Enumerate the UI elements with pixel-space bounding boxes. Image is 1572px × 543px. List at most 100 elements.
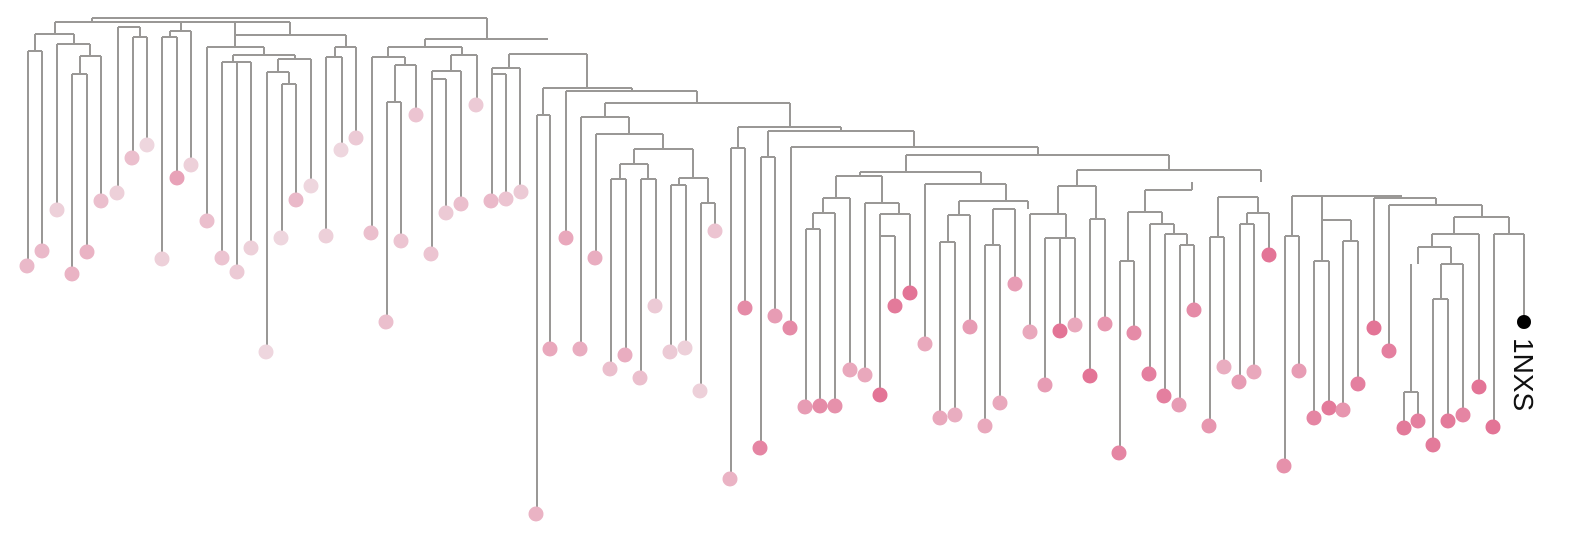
leaf-node-30[interactable] [468, 97, 484, 113]
leaf-node-66[interactable] [1007, 276, 1023, 292]
leaf-node-98[interactable] [1485, 419, 1501, 435]
leaf-node-91[interactable] [1381, 343, 1397, 359]
leaf-node-56[interactable] [857, 367, 873, 383]
leaf-node-86[interactable] [1306, 410, 1322, 426]
leaf-node-97[interactable] [1410, 413, 1426, 429]
leaf-node-2[interactable] [49, 202, 65, 218]
leaf-node-79[interactable] [1201, 418, 1217, 434]
leaf-node-3[interactable] [64, 266, 80, 282]
leaf-node-78[interactable] [1186, 302, 1202, 318]
leaf-node-93[interactable] [1455, 407, 1471, 423]
leaf-node-6[interactable] [109, 185, 125, 201]
leaf-node-85[interactable] [1291, 363, 1307, 379]
leaf-node-80[interactable] [1216, 359, 1232, 375]
leaf-node-62[interactable] [947, 407, 963, 423]
leaf-node-15[interactable] [243, 240, 259, 256]
leaf-node-52[interactable] [797, 399, 813, 415]
leaf-node-47[interactable] [722, 471, 738, 487]
leaf-node-55[interactable] [842, 362, 858, 378]
leaf-node-83[interactable] [1261, 247, 1277, 263]
leaf-node-5[interactable] [93, 193, 109, 209]
leaf-node-38[interactable] [587, 250, 603, 266]
leaf-node-36[interactable] [558, 230, 574, 246]
leaf-node-40[interactable] [617, 347, 633, 363]
leaf-node-48[interactable] [737, 300, 753, 316]
leaf-node-54[interactable] [827, 398, 843, 414]
leaf-node-51[interactable] [782, 320, 798, 336]
leaf-node-16[interactable] [258, 344, 274, 360]
leaf-node-26[interactable] [408, 107, 424, 123]
leaf-node-23[interactable] [363, 225, 379, 241]
leaf-node-76[interactable] [1156, 388, 1172, 404]
leaf-node-8[interactable] [139, 137, 155, 153]
leaf-node-94[interactable] [1425, 437, 1441, 453]
leaf-node-82[interactable] [1246, 364, 1262, 380]
leaf-node-81[interactable] [1231, 374, 1247, 390]
leaf-node-67[interactable] [1022, 324, 1038, 340]
leaf-node-89[interactable] [1350, 376, 1366, 392]
leaf-node-34[interactable] [528, 506, 544, 522]
leaf-node-24[interactable] [378, 314, 394, 330]
leaf-node-14[interactable] [229, 264, 245, 280]
leaf-node-10[interactable] [169, 170, 185, 186]
leaf-node-53[interactable] [812, 398, 828, 414]
leaf-node-84[interactable] [1276, 458, 1292, 474]
leaf-node-29[interactable] [453, 196, 469, 212]
leaf-node-49[interactable] [752, 440, 768, 456]
leaf-node-20[interactable] [318, 228, 334, 244]
leaf-node-39[interactable] [602, 361, 618, 377]
leaf-node-77[interactable] [1171, 397, 1187, 413]
leaf-node-72[interactable] [1097, 316, 1113, 332]
leaf-node-61[interactable] [932, 410, 948, 426]
leaf-node-31[interactable] [483, 193, 499, 209]
leaf-node-90[interactable] [1366, 320, 1382, 336]
leaf-node-22[interactable] [348, 130, 364, 146]
leaf-node-65[interactable] [992, 395, 1008, 411]
leaf-node-57[interactable] [872, 387, 888, 403]
leaf-node-28[interactable] [438, 205, 454, 221]
leaf-node-60[interactable] [917, 336, 933, 352]
leaf-node-37[interactable] [572, 341, 588, 357]
leaf-node-63[interactable] [962, 319, 978, 335]
leaf-node-69[interactable] [1052, 323, 1068, 339]
leaf-node-41[interactable] [632, 370, 648, 386]
leaf-node-44[interactable] [677, 340, 693, 356]
leaf-node-95[interactable] [1440, 413, 1456, 429]
leaf-node-19[interactable] [303, 178, 319, 194]
leaf-node-74[interactable] [1126, 325, 1142, 341]
highlighted-leaf-dot[interactable] [1517, 315, 1531, 329]
leaf-node-43[interactable] [662, 344, 678, 360]
leaf-node-18[interactable] [288, 192, 304, 208]
leaf-node-33[interactable] [513, 184, 529, 200]
leaf-node-21[interactable] [333, 142, 349, 158]
leaf-node-35[interactable] [542, 341, 558, 357]
leaf-node-73[interactable] [1111, 445, 1127, 461]
leaf-node-59[interactable] [902, 285, 918, 301]
leaf-node-11[interactable] [183, 157, 199, 173]
leaf-node-50[interactable] [767, 308, 783, 324]
leaf-node-70[interactable] [1067, 317, 1083, 333]
leaf-node-45[interactable] [692, 383, 708, 399]
leaf-node-96[interactable] [1396, 420, 1412, 436]
leaf-node-42[interactable] [647, 298, 663, 314]
leaf-node-46[interactable] [707, 223, 723, 239]
leaf-node-27[interactable] [423, 246, 439, 262]
leaf-node-12[interactable] [199, 213, 215, 229]
leaf-node-58[interactable] [887, 298, 903, 314]
leaf-node-17[interactable] [273, 230, 289, 246]
leaf-node-4[interactable] [79, 244, 95, 260]
leaf-node-64[interactable] [977, 418, 993, 434]
leaf-node-75[interactable] [1141, 366, 1157, 382]
highlighted-leaf[interactable]: 1NXS [1508, 315, 1539, 411]
leaf-node-9[interactable] [154, 251, 170, 267]
leaf-node-13[interactable] [214, 250, 230, 266]
leaf-node-32[interactable] [498, 191, 514, 207]
leaf-node-0[interactable] [19, 258, 35, 274]
leaf-node-88[interactable] [1335, 402, 1351, 418]
leaf-node-92[interactable] [1471, 379, 1487, 395]
leaf-node-7[interactable] [124, 150, 140, 166]
leaf-node-87[interactable] [1321, 400, 1337, 416]
leaf-node-71[interactable] [1082, 368, 1098, 384]
leaf-node-68[interactable] [1037, 377, 1053, 393]
leaf-node-1[interactable] [34, 243, 50, 259]
